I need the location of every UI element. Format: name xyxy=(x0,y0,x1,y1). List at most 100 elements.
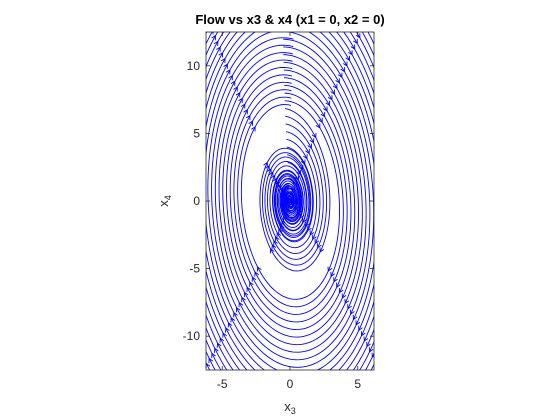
flow-arrow xyxy=(336,282,341,289)
flow-arrow xyxy=(363,336,369,342)
streamline xyxy=(206,32,374,370)
flow-arrow xyxy=(209,32,214,35)
streamline xyxy=(206,32,374,370)
flow-arrow xyxy=(222,332,227,338)
streamline xyxy=(266,131,321,254)
streamline xyxy=(207,32,374,368)
streamline xyxy=(214,46,367,353)
streamline xyxy=(261,115,328,266)
flow-arrow xyxy=(383,374,387,378)
flow-arrow xyxy=(251,126,256,132)
flow-arrow xyxy=(350,309,355,315)
flow-arrow xyxy=(355,33,361,39)
y-tick-label: 10 xyxy=(187,59,201,73)
flow-arrow xyxy=(318,117,323,124)
flow-arrow xyxy=(254,271,259,277)
flow-arrow xyxy=(369,5,373,10)
flow-arrow xyxy=(235,306,241,313)
flow-arrow xyxy=(249,281,254,287)
flow-arrow xyxy=(233,86,238,92)
streamline xyxy=(264,123,324,260)
flow-arrow xyxy=(309,230,315,236)
flow-arrow xyxy=(220,57,226,64)
flow-arrow xyxy=(332,83,338,90)
flow-arrow xyxy=(360,331,366,337)
flow-arrow xyxy=(208,357,214,363)
x-axis-label-sub: 3 xyxy=(291,406,296,416)
flow-arrow xyxy=(368,347,374,353)
flow-arrow xyxy=(309,138,315,144)
y-tick-label: -5 xyxy=(189,262,200,276)
flow-arrow xyxy=(248,120,253,126)
flow-arrow xyxy=(213,40,219,46)
flow-arrow xyxy=(251,276,257,282)
flow-arrow xyxy=(200,374,204,378)
chart-title: Flow vs x3 & x4 (x1 = 0, x2 = 0) xyxy=(195,12,384,27)
flow-arrow xyxy=(265,164,270,171)
flow-arrow xyxy=(340,67,345,73)
flow-arrow xyxy=(338,288,344,294)
flow-arrow xyxy=(269,248,275,254)
flow-arrow xyxy=(341,293,347,299)
flow-arrow xyxy=(305,148,310,155)
flow-arrow xyxy=(225,69,231,75)
flow-arrow xyxy=(303,154,308,160)
flow-arrow xyxy=(238,97,243,103)
flow-arrow xyxy=(223,63,228,69)
y-axis-ticks: -10 -5 0 5 10 xyxy=(183,59,374,343)
flow-arrow xyxy=(330,271,336,278)
streamline xyxy=(229,77,352,323)
flow-arrow xyxy=(214,347,219,353)
streamline xyxy=(233,84,348,315)
flow-arrow xyxy=(345,55,350,62)
flow-arrow xyxy=(238,301,244,308)
flow-arrow xyxy=(235,91,241,98)
streamline xyxy=(218,54,363,346)
flow-arrow xyxy=(263,161,268,168)
flow-arrow xyxy=(230,80,236,86)
streamline xyxy=(259,108,331,272)
streamlines-layer xyxy=(200,5,389,385)
flow-arrow xyxy=(270,174,276,180)
flow-arrow xyxy=(314,238,320,245)
flow-arrow xyxy=(273,240,278,246)
flow-arrow xyxy=(274,236,280,242)
flow-arrow xyxy=(240,103,246,109)
flow-arrow xyxy=(355,320,361,326)
flow-arrow xyxy=(276,232,282,238)
y-axis-label: x4 xyxy=(156,195,173,207)
flow-arrow xyxy=(380,369,384,374)
flow-arrow xyxy=(377,363,381,368)
flow-arrow xyxy=(307,143,312,149)
flow-arrow xyxy=(344,298,350,305)
flow-arrow xyxy=(327,95,333,101)
flow-arrow xyxy=(216,342,222,348)
flow-arrow xyxy=(350,44,356,50)
streamline xyxy=(269,138,318,249)
streamline xyxy=(240,100,340,300)
flow-arrow xyxy=(327,266,333,272)
streamline xyxy=(206,32,374,370)
flow-arrow xyxy=(245,114,251,121)
x-tick-label: -5 xyxy=(217,377,228,391)
flow-arrow xyxy=(348,50,353,56)
flow-arrow xyxy=(385,380,389,385)
flow-arrow xyxy=(211,352,216,358)
flow-arrow xyxy=(230,316,236,323)
flow-arrow xyxy=(320,112,326,118)
flow-arrow xyxy=(296,170,302,176)
flow-arrow xyxy=(317,243,322,249)
flow-arrow xyxy=(319,247,325,253)
flow-arrow xyxy=(243,291,249,297)
flow-arrow xyxy=(272,177,278,184)
flow-arrow xyxy=(361,32,363,34)
flow-arrow xyxy=(243,109,248,115)
y-axis-label-sub: 4 xyxy=(163,195,173,200)
flow-arrow xyxy=(233,311,238,318)
flow-arrow xyxy=(228,74,233,81)
flow-arrow xyxy=(352,314,358,321)
flow-arrow xyxy=(325,100,330,107)
flow-arrow xyxy=(375,358,379,362)
streamline xyxy=(282,177,301,219)
flow-arrow xyxy=(347,304,352,310)
